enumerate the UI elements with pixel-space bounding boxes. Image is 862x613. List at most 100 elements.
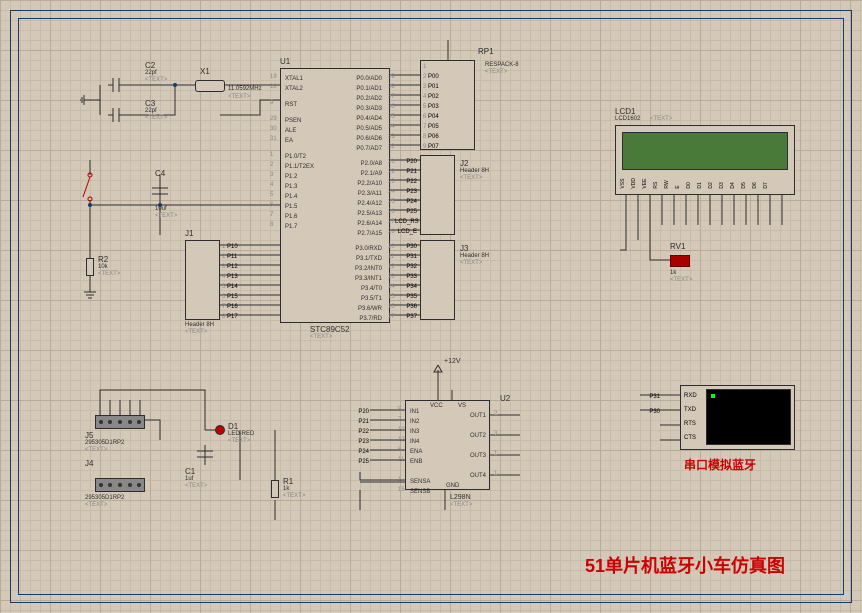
svg-text:P0.3/AD3: P0.3/AD3 [356,106,382,112]
svg-text:P3.6/WR: P3.6/WR [358,306,383,312]
c3-val: 22pf [145,108,157,114]
svg-text:IN2: IN2 [410,419,420,425]
c1-text: <TEXT> [185,483,207,489]
uart-nets: P31P30 [630,390,660,420]
svg-text:6: 6 [398,447,402,453]
svg-text:ENA: ENA [410,449,422,455]
u1-text: <TEXT> [310,334,332,340]
svg-text:OUT3: OUT3 [470,453,487,459]
j5-ref: J5 [85,432,93,440]
svg-text:P3.7/RD: P3.7/RD [359,316,382,322]
component-c4[interactable] [152,182,168,202]
svg-text:33: 33 [388,134,395,140]
component-c3[interactable] [108,108,124,122]
component-j5[interactable] [95,415,145,429]
svg-text:XTAL2: XTAL2 [285,86,304,92]
lcd1-text: <TEXT> [650,116,672,122]
svg-text:5: 5 [270,192,274,198]
svg-text:SENSA: SENSA [410,479,430,485]
svg-text:9: 9 [270,100,274,106]
x1-val: 11.0592MHz [228,86,262,92]
svg-text:18: 18 [270,84,277,90]
j5-text: <TEXT> [85,447,107,453]
c4-text: <TEXT> [155,213,177,219]
component-j1[interactable] [185,240,220,320]
svg-text:P1.7: P1.7 [285,224,298,230]
j3-text: <TEXT> [460,260,482,266]
svg-text:GND: GND [446,483,460,489]
svg-text:6: 6 [270,202,274,208]
svg-text:P2.0/A8: P2.0/A8 [361,161,383,167]
component-uart[interactable]: RXDTXDRTSCTS [680,385,795,450]
svg-text:P0.6/AD6: P0.6/AD6 [356,136,382,142]
c4-val: 10uf [155,206,167,212]
svg-text:P1.2: P1.2 [285,174,298,180]
component-switch[interactable] [80,172,100,202]
c3-ref: C3 [145,100,155,108]
svg-text:P3.3/INT1: P3.3/INT1 [355,276,383,282]
component-r2[interactable] [86,258,94,276]
c2-val: 22pf [145,70,157,76]
svg-text:EA: EA [285,138,293,144]
c2-text: <TEXT> [145,77,167,83]
rp1-val: RESPACK-8 [485,62,519,68]
rp1-ref: RP1 [478,48,494,56]
component-c1[interactable] [197,445,213,465]
svg-text:RST: RST [285,102,297,108]
rv1-text: <TEXT> [670,277,692,283]
svg-text:P3.5/T1: P3.5/T1 [361,296,383,302]
c1-ref: C1 [185,468,195,476]
svg-text:3: 3 [494,431,498,437]
j3-val: Header 8H [460,253,489,259]
svg-text:37: 37 [388,94,395,100]
svg-text:P3.4/T0: P3.4/T0 [361,286,383,292]
svg-text:32: 32 [388,144,395,150]
svg-text:P3.2/INT0: P3.2/INT0 [355,266,383,272]
svg-text:12: 12 [398,437,405,443]
c3-text: <TEXT> [145,115,167,121]
c2-ref: C2 [145,62,155,70]
svg-text:P2.2/A10: P2.2/A10 [357,181,382,187]
svg-text:15: 15 [398,487,405,493]
svg-text:36: 36 [388,104,395,110]
r2-val: 10k [98,264,108,270]
uart-label: 串口模拟蓝牙 [684,456,756,473]
svg-text:OUT4: OUT4 [470,473,487,479]
component-c2[interactable] [108,78,124,92]
lcd1-ref: LCD1 [615,108,635,116]
svg-text:P2.3/A11: P2.3/A11 [358,191,383,197]
d1-ref: D1 [228,423,238,431]
j4-ref: J4 [85,460,93,468]
svg-text:19: 19 [270,74,277,80]
svg-text:13: 13 [494,451,498,457]
component-j3[interactable] [420,240,455,320]
j3-nets: P30P31P32P33P34P35P36P37 [395,242,417,322]
uart-terminal-screen [706,389,791,445]
svg-text:4: 4 [270,182,274,188]
component-j2[interactable] [420,155,455,235]
r1-val: 1k [283,486,289,492]
svg-text:P0.5/AD5: P0.5/AD5 [356,126,382,132]
component-j4[interactable] [95,478,145,492]
svg-text:P1.0/T2: P1.0/T2 [285,154,307,160]
component-r1[interactable] [271,480,279,498]
component-rv1[interactable] [670,255,690,267]
u1-pins: 19XTAL118XTAL29RST29PSEN30ALE31EA1P1.0/T… [270,68,400,328]
svg-text:P1.5: P1.5 [285,204,298,210]
svg-text:VS: VS [458,403,466,409]
svg-text:P0.2/AD2: P0.2/AD2 [356,96,382,102]
component-x1[interactable] [195,80,225,92]
component-d1[interactable] [215,425,225,435]
x1-text: <TEXT> [228,94,250,100]
svg-text:10: 10 [398,427,405,433]
svg-text:7: 7 [270,212,274,218]
svg-text:P2.5/A13: P2.5/A13 [357,211,382,217]
j2-nets: P20P21P22P23P24P25LCD_RSLCD_E [395,157,417,237]
lcd-pins: VSSVDDVEERSRWED0D1D2D3D4D5D6D7 [620,178,769,189]
svg-text:1: 1 [398,477,402,483]
svg-text:5: 5 [398,407,402,413]
u2-pins: 5IN17IN210IN312IN46ENA11ENB1SENSA15SENSB… [398,395,498,505]
j2-text: <TEXT> [460,175,482,181]
page-title: 51单片机蓝牙小车仿真图 [585,552,785,578]
j2-val: Header 8H [460,168,489,174]
